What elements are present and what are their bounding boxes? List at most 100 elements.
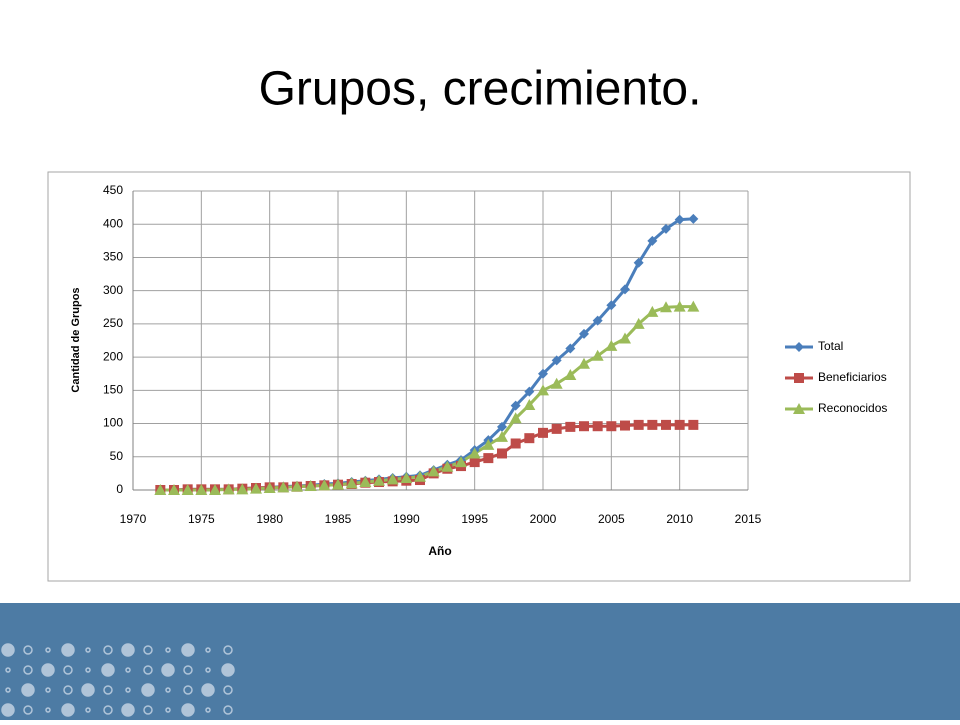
- marker: [660, 301, 672, 313]
- decor-dot: [143, 645, 153, 655]
- x-tick-label: 2005: [598, 512, 625, 526]
- marker: [386, 473, 399, 485]
- decor-dot: [85, 667, 91, 673]
- decor-dot: [101, 663, 115, 677]
- marker: [277, 481, 290, 493]
- decor-dot: [121, 643, 135, 657]
- x-tick-label: 2010: [666, 512, 693, 526]
- decor-dot: [21, 683, 35, 697]
- marker: [794, 342, 804, 352]
- x-tick-label: 1990: [393, 512, 420, 526]
- x-tick-label: 1975: [188, 512, 215, 526]
- marker: [579, 328, 589, 339]
- decor-dot: [85, 707, 91, 713]
- marker: [414, 470, 426, 482]
- marker: [263, 482, 276, 494]
- decor-dot: [183, 685, 193, 695]
- marker: [673, 300, 686, 312]
- decor-dot: [23, 705, 33, 715]
- marker: [538, 427, 548, 438]
- y-tick-label: 400: [103, 216, 123, 230]
- decor-dot: [223, 705, 233, 715]
- y-tick-label: 250: [103, 316, 123, 330]
- y-tick-label: 200: [103, 349, 123, 363]
- chart: 0 50 100 150 200 250 300 350 400 450 1970 1975 1980 1…: [103, 183, 887, 526]
- y-tick-label: 150: [103, 383, 123, 397]
- marker: [181, 484, 194, 495]
- marker: [483, 453, 494, 464]
- marker: [550, 377, 563, 389]
- legend-label: Total: [818, 339, 843, 353]
- marker: [674, 214, 685, 225]
- marker: [579, 421, 589, 432]
- marker: [154, 484, 167, 495]
- decor-dot: [165, 647, 171, 653]
- marker: [510, 400, 521, 411]
- marker: [468, 447, 481, 459]
- y-tick-label: 450: [103, 183, 123, 197]
- marker: [647, 419, 658, 430]
- decor-dot: [45, 707, 51, 713]
- y-axis-title: Cantidad de Grupos: [70, 287, 82, 392]
- marker: [661, 223, 671, 234]
- decor-dot: [165, 707, 171, 713]
- marker: [619, 332, 631, 344]
- decor-dot: [63, 685, 73, 695]
- marker: [427, 465, 440, 477]
- marker: [687, 300, 700, 312]
- marker: [250, 482, 262, 494]
- marker: [620, 284, 630, 295]
- footer-band: [0, 603, 960, 720]
- decor-dot: [103, 685, 113, 695]
- decor-dot: [103, 705, 113, 715]
- decor-dot: [61, 703, 75, 717]
- y-tick-label: 350: [103, 250, 123, 264]
- decor-dot: [205, 647, 211, 653]
- decor-dot: [85, 647, 91, 653]
- series-line: [160, 305, 694, 492]
- decor-dot: [181, 703, 195, 717]
- y-tick-label: 0: [116, 482, 123, 496]
- marker: [497, 448, 507, 459]
- decor-dot: [143, 665, 153, 675]
- marker: [524, 386, 535, 397]
- marker: [794, 373, 804, 383]
- marker: [222, 483, 235, 495]
- marker: [633, 419, 644, 430]
- marker: [510, 438, 521, 449]
- marker: [605, 339, 618, 351]
- decor-dot: [23, 645, 33, 655]
- marker: [606, 421, 617, 432]
- marker: [538, 368, 548, 379]
- marker: [441, 460, 454, 472]
- marker: [688, 213, 699, 224]
- x-tick-label: 1970: [120, 512, 147, 526]
- marker: [236, 483, 249, 495]
- marker: [209, 484, 221, 495]
- decor-dot: [121, 703, 135, 717]
- marker: [537, 384, 549, 396]
- marker: [632, 317, 645, 329]
- marker: [674, 419, 685, 430]
- x-tick-label: 1995: [461, 512, 488, 526]
- decor-dot: [223, 645, 233, 655]
- y-tick-label: 100: [103, 416, 123, 430]
- marker: [304, 480, 317, 492]
- marker: [646, 305, 659, 317]
- marker: [195, 484, 208, 495]
- decor-dot: [5, 667, 11, 673]
- marker: [591, 349, 604, 361]
- decor-dot: [103, 645, 113, 655]
- marker: [564, 369, 577, 381]
- marker: [497, 421, 507, 432]
- decor-dot: [161, 663, 175, 677]
- marker: [523, 398, 536, 410]
- y-tick-label: 300: [103, 283, 123, 297]
- marker: [455, 456, 467, 468]
- marker: [551, 423, 562, 434]
- marker: [469, 457, 480, 468]
- marker: [291, 480, 303, 492]
- y-tick-label: 50: [110, 449, 124, 463]
- marker: [496, 430, 508, 442]
